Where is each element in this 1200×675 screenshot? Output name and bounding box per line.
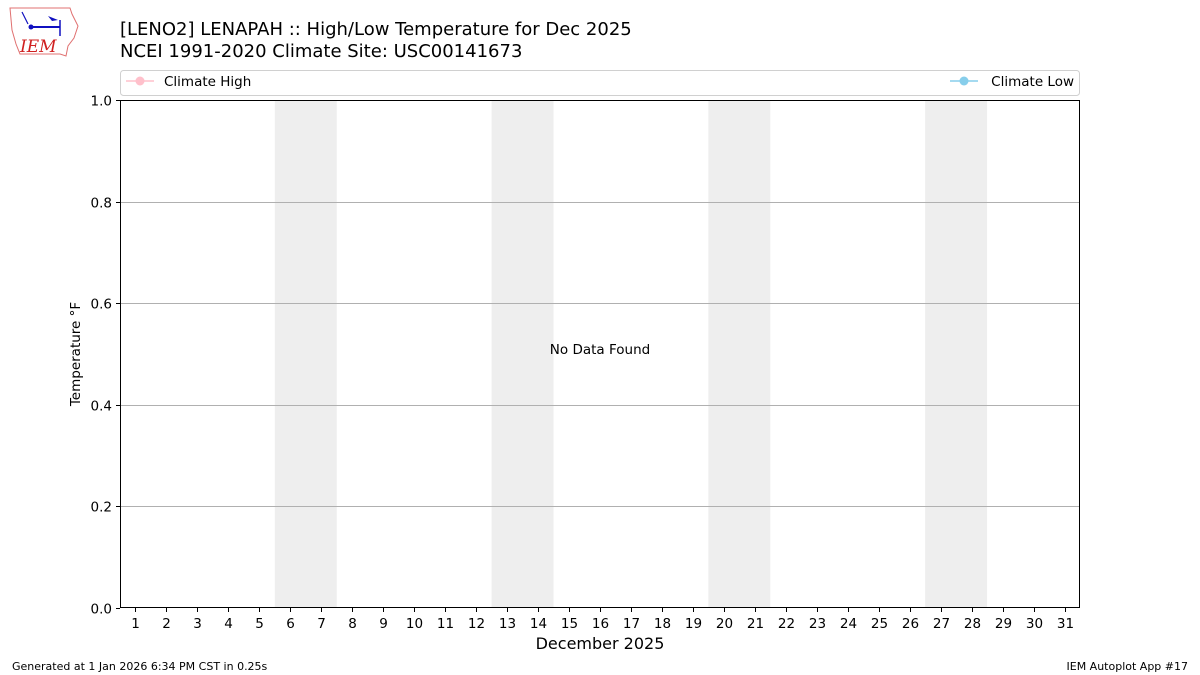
x-tick-label: 26 — [902, 616, 919, 632]
legend: Climate High Climate Low — [120, 70, 1080, 96]
y-tick-label: 0.0 — [91, 602, 112, 618]
iem-logo: IEM — [9, 7, 79, 57]
plot-frame — [120, 100, 1080, 608]
x-tick-label: 14 — [530, 616, 547, 632]
footer-app: IEM Autoplot App #17 — [1067, 660, 1189, 673]
y-tick-label: 0.2 — [91, 500, 112, 516]
legend-marker-high — [135, 76, 145, 86]
y-axis-label: Temperature °F — [68, 302, 84, 407]
x-tick-label: 9 — [379, 616, 388, 632]
weekend-shade — [274, 100, 337, 608]
x-tick-label: 31 — [1057, 616, 1074, 632]
y-tick-label: 0.6 — [91, 297, 112, 313]
x-tick-label: 28 — [964, 616, 981, 632]
y-tick-label: 0.8 — [91, 196, 112, 212]
x-tick-label: 18 — [654, 616, 671, 632]
y-tick-label: 0.4 — [91, 399, 112, 415]
x-tick-label: 20 — [716, 616, 733, 632]
chart-title: [LENO2] LENAPAH :: High/Low Temperature … — [120, 19, 632, 40]
legend-marker-low — [959, 76, 969, 86]
x-tick-label: 22 — [778, 616, 795, 632]
chart-subtitle: NCEI 1991-2020 Climate Site: USC00141673 — [120, 41, 522, 62]
x-tick-label: 17 — [623, 616, 640, 632]
x-tick-label: 3 — [193, 616, 202, 632]
x-tick-label: 4 — [224, 616, 233, 632]
x-tick-label: 30 — [1026, 616, 1043, 632]
x-tick-label: 2 — [162, 616, 171, 632]
x-tick-label: 19 — [685, 616, 702, 632]
y-tick-label: 1.0 — [91, 94, 112, 110]
no-data-annotation: No Data Found — [550, 342, 650, 358]
x-tick-label: 7 — [317, 616, 326, 632]
svg-text:IEM: IEM — [19, 37, 57, 57]
x-tick-label: 24 — [840, 616, 857, 632]
x-tick-label: 29 — [995, 616, 1012, 632]
x-tick-label: 25 — [871, 616, 888, 632]
x-tick-label: 12 — [468, 616, 485, 632]
footer-generated: Generated at 1 Jan 2026 6:34 PM CST in 0… — [12, 660, 268, 673]
x-tick-label: 8 — [348, 616, 357, 632]
legend-label-low: Climate Low — [991, 74, 1074, 90]
weekend-shade — [491, 100, 554, 608]
x-tick-label: 23 — [809, 616, 826, 632]
x-tick-label: 6 — [286, 616, 295, 632]
weekend-shade — [925, 100, 988, 608]
x-tick-label: 11 — [437, 616, 454, 632]
x-axis-label: December 2025 — [536, 634, 665, 653]
x-tick-label: 1 — [131, 616, 140, 632]
weekend-shade — [708, 100, 771, 608]
x-tick-label: 10 — [406, 616, 423, 632]
x-tick-label: 16 — [592, 616, 609, 632]
x-tick-label: 21 — [747, 616, 764, 632]
x-tick-label: 27 — [933, 616, 950, 632]
x-tick-label: 15 — [561, 616, 578, 632]
x-tick-label: 5 — [255, 616, 264, 632]
x-tick-label: 13 — [499, 616, 516, 632]
legend-label-high: Climate High — [164, 74, 251, 90]
